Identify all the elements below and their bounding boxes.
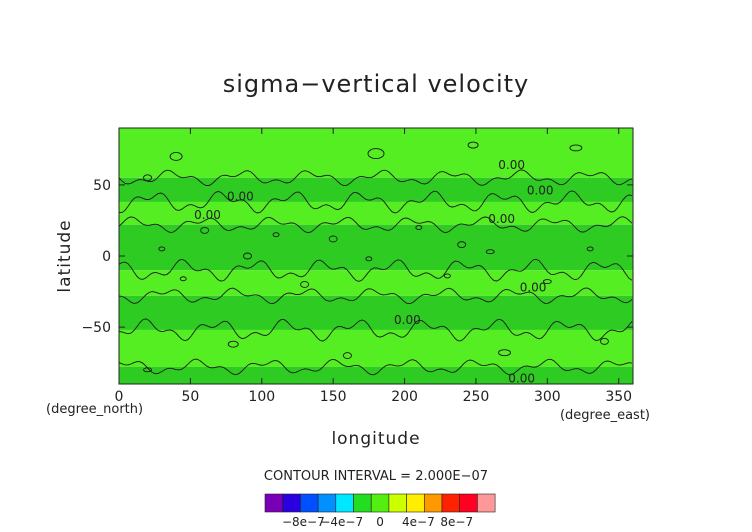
x-tick-label: 100 [248, 389, 275, 405]
heatmap-band-5 [119, 295, 633, 330]
plot-area: 0.000.000.000.00 0.000.000.000.00 [118, 127, 634, 385]
contour-blob-12 [365, 256, 373, 262]
heatmap-band-3 [119, 224, 633, 271]
chart-title: sigma−vertical velocity [223, 70, 530, 98]
x-tick-label: 250 [463, 389, 490, 405]
y-axis-ticks: 50 0 −50 [81, 178, 633, 336]
contour-label: 0.00 [394, 313, 421, 327]
contour-blob-7 [328, 235, 338, 243]
contour-blob-23 [599, 337, 609, 345]
contour-blob-8 [415, 225, 423, 231]
x-axis-ticks: 0 50 100 150 200 250 300 350 [115, 128, 632, 405]
colorbar-cell [264, 493, 284, 513]
x-tick-label: 350 [605, 389, 632, 405]
colorbar-cell [300, 493, 319, 513]
x-tick-label: 0 [115, 389, 124, 405]
contour-blob-17 [443, 273, 451, 279]
contour-blob-10 [158, 246, 166, 252]
colorbar-cell [335, 493, 354, 513]
colorbar-cell [423, 493, 443, 513]
contour-blob-16 [300, 280, 310, 288]
x-axis-title: longitude [331, 429, 420, 449]
x-tick-label: 50 [181, 389, 199, 405]
contour-blob-3 [467, 141, 479, 149]
colorbar-cell [406, 493, 425, 513]
contour-blob-20 [342, 352, 352, 360]
colorbar-tick-label: −4e−7 [320, 515, 363, 529]
colorbar-cell [370, 493, 390, 513]
colorbar-cell [477, 493, 496, 513]
contour-blob-21 [498, 349, 511, 357]
x-unit-label: (degree_east) [560, 408, 650, 423]
colorbar-cell [388, 493, 407, 513]
contour-line-0 [119, 169, 633, 187]
heatmap-bands [119, 128, 633, 384]
contour-line-6 [119, 358, 633, 376]
contour-label: 0.00 [488, 212, 515, 226]
contour-label: 0.00 [498, 158, 525, 172]
colorbar-cell [282, 493, 301, 513]
contour-blob-19 [227, 340, 239, 348]
contour-blob-14 [586, 246, 594, 252]
x-tick-label: 300 [534, 389, 561, 405]
contour-label: 0.00 [527, 184, 554, 198]
colorbar-cell [317, 493, 337, 513]
colorbar-tick-label: −8e−7 [282, 515, 325, 529]
contour-blob-4 [569, 144, 583, 152]
contour-blob-0 [169, 151, 183, 161]
colorbar [264, 493, 496, 513]
contour-blob-5 [200, 226, 210, 234]
contour-blob-1 [143, 174, 153, 182]
contour-label: 0.00 [227, 189, 254, 203]
contour-blob-11 [243, 252, 252, 260]
heatmap-band-7 [119, 366, 633, 384]
contour-line-5 [119, 318, 633, 342]
contour-labels: 0.000.000.000.00 0.000.000.000.00 [194, 158, 553, 385]
heatmap-band-2 [119, 201, 633, 225]
colorbar-cell [459, 493, 478, 513]
contour-line-3 [119, 258, 633, 282]
contour-blob-15 [179, 276, 187, 282]
contour-line-4 [119, 287, 633, 305]
contour-label: 0.00 [194, 208, 221, 222]
y-axis-title: latitude [55, 219, 75, 292]
contour-blob-13 [485, 249, 495, 255]
contour-interval-text: CONTOUR INTERVAL = 2.000E−07 [264, 469, 488, 484]
contour-label: 0.00 [520, 280, 547, 294]
x-tick-label: 200 [391, 389, 418, 405]
y-tick-label: −50 [81, 320, 111, 336]
colorbar-tick-label: 0 [376, 515, 384, 529]
colorbar-cell [441, 493, 461, 513]
contour-blob-9 [457, 241, 467, 249]
colorbar-tick-label: 4e−7 [402, 515, 435, 529]
colorbar-cell [353, 493, 372, 513]
contour-blob-6 [272, 232, 280, 238]
contour-blob-2 [367, 148, 385, 160]
colorbar-tick-label: 8e−7 [440, 515, 473, 529]
heatmap-band-0 [119, 128, 633, 178]
contour-blob-22 [143, 367, 153, 373]
contour-blob-18 [542, 279, 552, 285]
y-tick-label: 0 [102, 249, 111, 265]
contour-line-1 [119, 190, 633, 214]
contour-line-2 [119, 216, 633, 234]
contour-label: 0.00 [508, 371, 535, 385]
y-tick-label: 50 [93, 178, 111, 194]
colorbar-ticks: −8e−7−4e−7 0 4e−7 8e−7 [282, 515, 473, 529]
heatmap-band-6 [119, 329, 633, 367]
contour-lines [119, 141, 633, 376]
x-tick-label: 150 [320, 389, 347, 405]
y-unit-label: (degree_north) [46, 402, 143, 417]
